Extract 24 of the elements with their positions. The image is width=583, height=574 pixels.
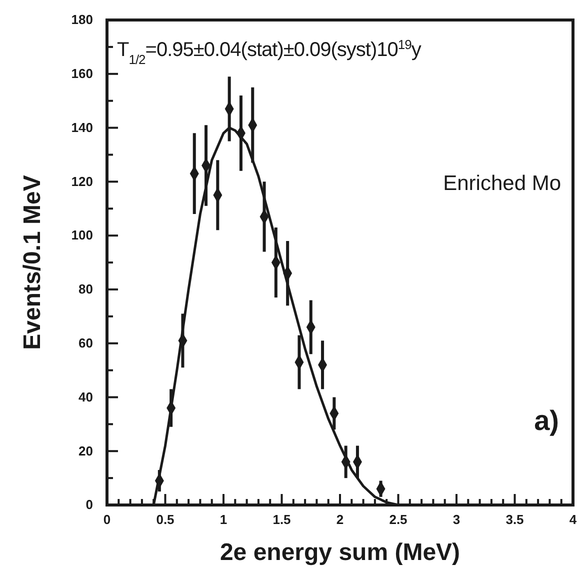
y-tick-label: 0 <box>86 497 93 512</box>
y-tick-label: 80 <box>78 282 93 297</box>
x-tick-label: 1 <box>220 512 228 528</box>
x-tick-label: 2.5 <box>389 512 408 528</box>
x-tick-label: 0 <box>103 512 111 528</box>
x-tick-label: 0.5 <box>156 512 174 528</box>
annotation: a) <box>534 405 559 436</box>
y-axis-title: Events/0.1 MeV <box>19 175 46 350</box>
x-tick-label: 2 <box>336 512 344 528</box>
y-tick-label: 160 <box>71 66 93 82</box>
x-tick-label: 1.5 <box>272 512 291 528</box>
x-tick-label: 3.5 <box>506 512 524 528</box>
x-axis-title: 2e energy sum (MeV) <box>220 539 460 566</box>
y-tick-label: 20 <box>78 443 93 458</box>
x-tick-label: 4 <box>569 512 578 528</box>
y-tick-label: 120 <box>71 174 93 189</box>
y-tick-label: 40 <box>78 389 93 404</box>
y-tick-label: 140 <box>71 120 93 135</box>
y-tick-label: 60 <box>78 335 93 350</box>
y-tick-label: 100 <box>71 228 93 243</box>
annotation: Enriched Mo <box>443 172 561 195</box>
annotation: T$_{1/2}$=0.95±0.04(stat)±0.09(syst)10$^{19}$y <box>117 36 422 66</box>
y-tick-label: 180 <box>71 12 93 28</box>
x-tick-label: 3 <box>452 512 460 528</box>
